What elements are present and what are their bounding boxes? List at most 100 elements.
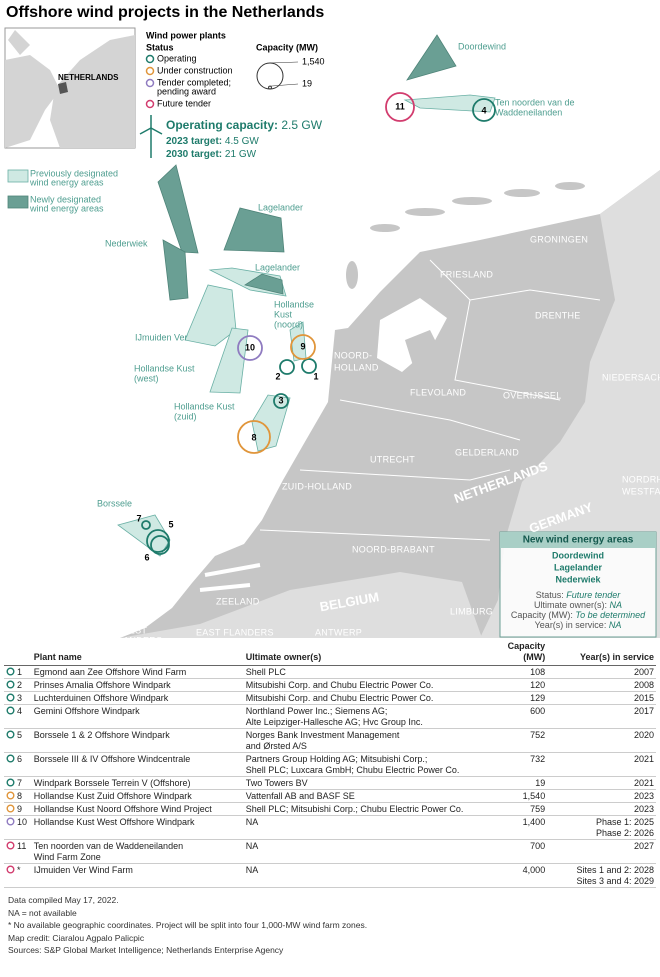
capacity-cell: 732 [484,752,548,777]
years-line: Sites 3 and 4: 2029 [576,875,654,886]
detail-label: Status: [536,590,564,600]
owner-cell: NA [243,839,485,864]
plant-marker-label: 8 [251,432,256,442]
status-swatch [6,778,15,786]
owner-line: Shell PLC; Mitsubishi Corp.; Chubu Elect… [245,803,464,814]
new-area-detail: Year(s) in service: NA [535,620,622,630]
row-id: 3 [17,692,23,703]
capacity-cell: 1,540 [484,789,548,803]
status-label: Under construction [157,65,233,75]
name-cell: IJmuiden Ver Wind Farm [31,863,244,888]
detail-label: Ultimate owner(s): [534,600,607,610]
wind-area [406,34,457,81]
plant-marker [472,98,496,122]
years-line: 2021 [633,777,654,788]
name-cell: Prinses Amalia Offshore Windpark [31,678,244,692]
status-label: Future tender [157,98,211,108]
years-line: 2023 [633,803,654,814]
owner-cell: Mitsubishi Corp. and Chubu Electric Powe… [243,691,485,705]
status-label: pending award [157,86,216,96]
area-legend-label: Previously designated [30,168,118,178]
id-cell: * [4,863,32,888]
name-line: Hollandse Kust West Offshore Windpark [33,816,195,827]
header-cell [4,641,32,666]
area-label: Nederwiek [105,238,148,248]
detail-value: Future tender [566,590,621,600]
years-cell: 2023 [547,802,656,816]
area-label: Waddeneilanden [495,107,562,117]
owner-line: Mitsubishi Corp. and Chubu Electric Powe… [245,679,434,690]
header-cell: Plant name [31,641,244,666]
area-label: Lagelander [258,202,303,212]
region-label: OVERIJSSEL [503,390,562,400]
inset-label: NETHERLANDS [58,73,119,82]
region-label: ZUID-HOLLAND [282,481,352,491]
status-swatch [6,754,15,762]
name-cell: Ten noorden van de Waddeneilanden Wind Fa… [31,839,244,864]
header-cell: Year(s) in service [547,641,656,666]
capacity-cell: 4,000 [484,863,548,888]
table-row: 11 Ten noorden van de Waddeneilanden Wind … [4,839,656,864]
header-line: Capacity [507,641,546,651]
table-header: Plant name Ultimate owner(s) Capacity (MW) Y… [4,641,656,666]
years-line: 2027 [633,840,654,851]
region-label: NIEDERSACHSEN [602,372,660,382]
owner-line: NA [245,840,259,851]
years-line: 2023 [633,790,654,801]
years-cell: 2020 [547,728,656,753]
status-swatch [6,817,15,825]
note: * No available geographic coordinates. P… [8,920,368,930]
area-legend-label: Newly designated [30,194,101,204]
new-area-name: Nederwiek [555,574,601,584]
legend-title: Wind power plants [146,30,226,40]
table-row: 8 Hollandse Kust Zuid Offshore Windpark Va… [4,789,656,803]
wind-area [117,514,171,557]
name-line: Hollandse Kust Noord Offshore Wind Proje… [33,803,212,814]
id-cell: 6 [4,752,32,777]
id-cell: 11 [4,839,32,864]
name-line: Hollandse Kust Zuid Offshore Windpark [33,790,192,801]
row-id: 4 [17,705,23,716]
note: Map credit: Ciaralou Agpalo Palicpic [8,932,145,943]
name-line: Borssele III & IV Offshore Windcentrale [33,753,191,764]
region-label: ZEELAND [216,596,260,606]
land [120,170,660,638]
operating-capacity: Operating capacity: 2.5 GW [166,118,323,132]
name-cell: Hollandse Kust Zuid Offshore Windpark [31,789,244,803]
capacity-label: 19 [302,78,312,88]
operating-value: 2.5 GW [281,118,322,132]
id-cell: 5 [4,728,32,753]
owner-line: Alte Leipziger-Hallesche AG; Hvc Group I… [245,716,423,727]
area-label: (noord) [274,319,303,329]
detail-label: Capacity (MW): [511,610,573,620]
status-swatch [6,730,15,738]
area-label: Kust [274,309,293,319]
plant-marker [301,358,317,374]
owner-line: Partners Group Holding AG; Mitsubishi Co… [245,753,428,764]
new-area-name: Doordewind [552,550,604,560]
new-area-detail: Capacity (MW): To be determined [511,610,646,620]
note: NA = not available [8,907,77,918]
area-label: Ten noorden van de [495,97,575,107]
row-id: 7 [17,777,23,788]
new-area-name: Lagelander [554,562,603,572]
status-swatch [6,791,15,799]
region-label: WEST [120,625,147,635]
years-line: Sites 1 and 2: 2028 [576,864,654,875]
region-label: FRIESLAND [440,269,493,279]
owner-cell: Vattenfall AB and BASF SE [243,789,485,803]
id-cell: 4 [4,704,32,729]
status-swatch [6,693,15,701]
target-label: 2030 target: [166,149,222,160]
area-label: (zuid) [174,411,197,421]
capacity-cell: 700 [484,839,548,864]
region-label: NORDRHEIN- [622,474,660,484]
name-cell: Borssele III & IV Offshore Windcentrale [31,752,244,777]
legend-capacity-title: Capacity (MW) [256,42,318,52]
plant-marker-label: 1 [313,371,318,381]
area-swatch [7,169,29,183]
capacity-cell: 752 [484,728,548,753]
owner-cell: Mitsubishi Corp. and Chubu Electric Powe… [243,678,485,692]
owner-cell: Norges Bank Investment Management and Ørs… [243,728,485,753]
leader [269,61,299,64]
